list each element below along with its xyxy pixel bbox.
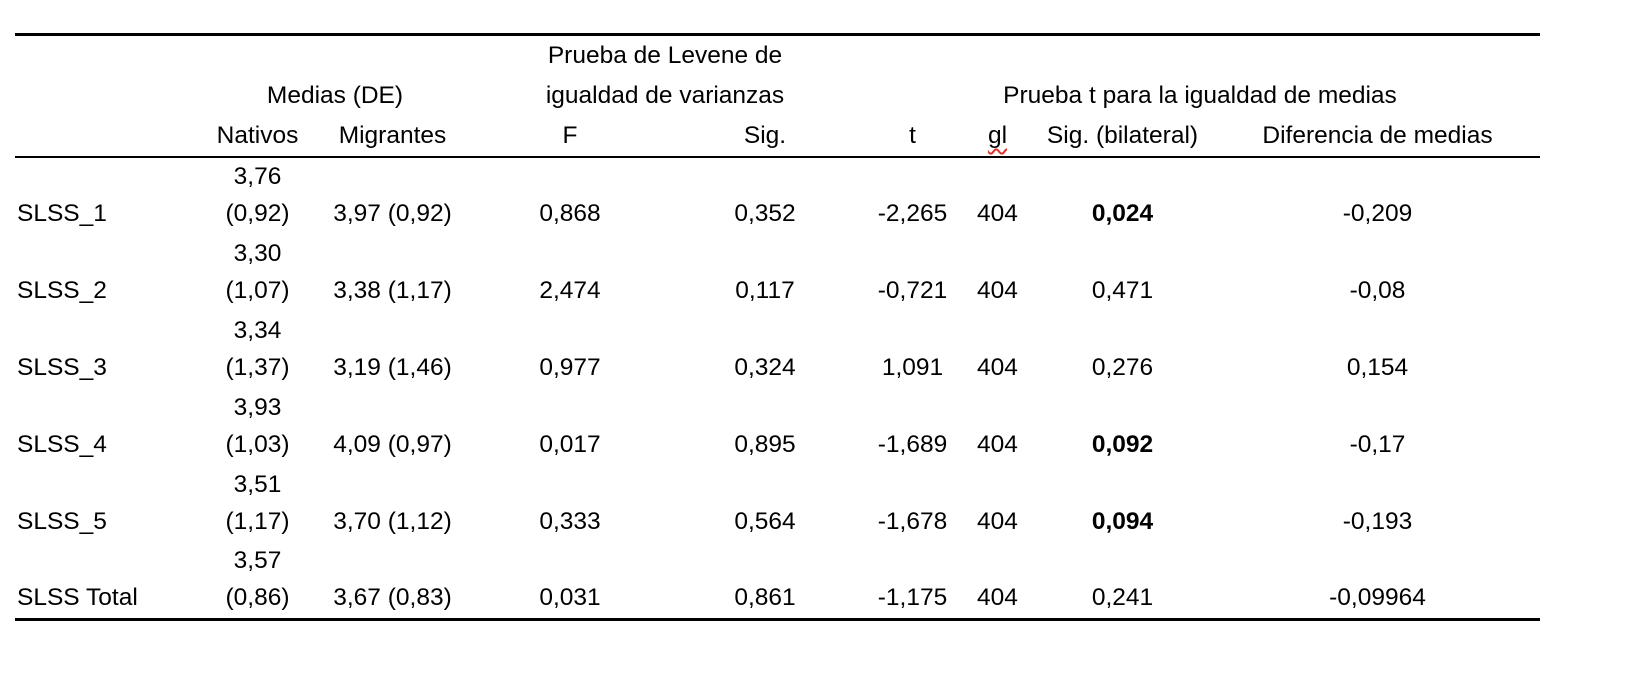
diferencia-cell: -0,09964 xyxy=(1329,584,1426,611)
levene-group-header-line2: igualdad de varianzas xyxy=(545,82,785,109)
f-cell: 0,868 xyxy=(539,200,601,227)
sig-bilateral-cell: 0,471 xyxy=(1091,277,1154,304)
table-row-slss1: SLSS_1 3,76 (0,92) 3,97 (0,92) 0,868 0,35… xyxy=(15,157,1540,234)
t-cell: -1,175 xyxy=(877,584,948,611)
sig-cell: 0,564 xyxy=(734,508,796,535)
table-row-slss2: SLSS_2 3,30 (1,07) 3,38 (1,17) 2,474 0,11… xyxy=(15,234,1540,311)
row-label: SLSS_4 xyxy=(17,431,107,458)
nativos-cell: 3,76 (0,92) xyxy=(200,157,315,234)
table-header: Prueba de Levene de Medias (DE) igualdad… xyxy=(15,35,1540,158)
migrantes-cell: 3,70 (1,12) xyxy=(333,508,452,535)
nativos-mean: 3,76 xyxy=(233,163,282,190)
sig-cell: 0,352 xyxy=(734,200,796,227)
t-cell: -1,678 xyxy=(877,508,948,535)
sig-bilateral-cell: 0,241 xyxy=(1091,584,1154,611)
sig-bilateral-cell: 0,094 xyxy=(1091,508,1154,535)
sig-bilateral-cell: 0,092 xyxy=(1091,431,1154,458)
col-header-t: t xyxy=(860,116,965,158)
table-row-slss-total: SLSS Total 3,57 (0,86) 3,67 (0,83) 0,031 … xyxy=(15,542,1540,620)
table-row-slss5: SLSS_5 3,51 (1,17) 3,70 (1,12) 0,333 0,56… xyxy=(15,465,1540,542)
sig-cell: 0,895 xyxy=(734,431,796,458)
f-cell: 0,031 xyxy=(539,584,601,611)
nativos-mean: 3,93 xyxy=(233,394,282,421)
table-row-slss3: SLSS_3 3,34 (1,37) 3,19 (1,46) 0,977 0,32… xyxy=(15,311,1540,388)
migrantes-cell: 3,97 (0,92) xyxy=(333,200,452,227)
nativos-sd: (1,07) xyxy=(225,277,290,304)
ttest-group-header: Prueba t para la igualdad de medias xyxy=(1003,82,1397,109)
gl-cell: 404 xyxy=(977,277,1018,304)
nativos-sd: (1,17) xyxy=(225,508,290,535)
row-label: SLSS Total xyxy=(17,584,138,611)
sig-bilateral-cell: 0,024 xyxy=(1091,200,1154,227)
column-header-row: Nativos Migrantes F Sig. t gl Sig. (bila… xyxy=(15,116,1540,158)
diferencia-cell: -0,17 xyxy=(1349,431,1406,458)
diferencia-cell: 0,154 xyxy=(1346,354,1409,381)
diferencia-cell: -0,08 xyxy=(1349,277,1406,304)
gl-cell: 404 xyxy=(977,431,1018,458)
f-cell: 0,017 xyxy=(539,431,601,458)
col-header-nativos: Nativos xyxy=(200,116,315,158)
migrantes-cell: 3,67 (0,83) xyxy=(333,584,452,611)
levene-group-header-line1: Prueba de Levene de xyxy=(547,42,783,69)
migrantes-cell: 3,19 (1,46) xyxy=(333,354,452,381)
f-cell: 2,474 xyxy=(539,277,601,304)
sig-bilateral-cell: 0,276 xyxy=(1091,354,1154,381)
sig-cell: 0,861 xyxy=(734,584,796,611)
table-body: SLSS_1 3,76 (0,92) 3,97 (0,92) 0,868 0,35… xyxy=(15,157,1540,620)
nativos-cell: 3,34 (1,37) xyxy=(200,311,315,388)
row-label: SLSS_2 xyxy=(17,277,107,304)
nativos-mean: 3,30 xyxy=(233,240,282,267)
group-header-row-2: Medias (DE) igualdad de varianzas Prueba… xyxy=(15,76,1540,116)
row-label: SLSS_5 xyxy=(17,508,107,535)
gl-cell: 404 xyxy=(977,584,1018,611)
diferencia-cell: -0,209 xyxy=(1342,200,1413,227)
row-label: SLSS_1 xyxy=(17,200,107,227)
col-header-sig: Sig. xyxy=(670,116,860,158)
gl-cell: 404 xyxy=(977,200,1018,227)
nativos-mean: 3,51 xyxy=(233,471,282,498)
col-header-gl: gl xyxy=(987,122,1008,149)
migrantes-cell: 4,09 (0,97) xyxy=(333,431,452,458)
sig-cell: 0,117 xyxy=(735,277,795,304)
col-header-sig-bilateral: Sig. (bilateral) xyxy=(1030,116,1215,158)
table-row-slss4: SLSS_4 3,93 (1,03) 4,09 (0,97) 0,017 0,89… xyxy=(15,388,1540,465)
nativos-mean: 3,57 xyxy=(233,547,282,574)
nativos-mean: 3,34 xyxy=(233,317,282,344)
nativos-sd: (1,03) xyxy=(225,431,290,458)
nativos-cell: 3,93 (1,03) xyxy=(200,388,315,465)
col-header-migrantes: Migrantes xyxy=(315,116,470,158)
t-cell: -1,689 xyxy=(877,431,948,458)
nativos-sd: (1,37) xyxy=(225,354,290,381)
nativos-cell: 3,30 (1,07) xyxy=(200,234,315,311)
nativos-sd: (0,92) xyxy=(225,200,290,227)
nativos-cell: 3,51 (1,17) xyxy=(200,465,315,542)
f-cell: 0,333 xyxy=(539,508,601,535)
diferencia-cell: -0,193 xyxy=(1342,508,1413,535)
group-header-row-1: Prueba de Levene de xyxy=(15,35,1540,77)
t-cell: -0,721 xyxy=(877,277,948,304)
gl-cell: 404 xyxy=(977,354,1018,381)
t-cell: 1,091 xyxy=(881,354,944,381)
ttest-results-table: Prueba de Levene de Medias (DE) igualdad… xyxy=(15,33,1540,621)
row-label: SLSS_3 xyxy=(17,354,107,381)
sig-cell: 0,324 xyxy=(734,354,796,381)
f-cell: 0,977 xyxy=(539,354,601,381)
medias-group-header: Medias (DE) xyxy=(266,82,404,109)
migrantes-cell: 3,38 (1,17) xyxy=(333,277,452,304)
t-cell: -2,265 xyxy=(877,200,948,227)
gl-cell: 404 xyxy=(977,508,1018,535)
nativos-cell: 3,57 (0,86) xyxy=(200,542,315,620)
nativos-sd: (0,86) xyxy=(225,584,290,611)
col-header-diferencia: Diferencia de medias xyxy=(1215,116,1540,158)
col-header-f: F xyxy=(470,116,670,158)
